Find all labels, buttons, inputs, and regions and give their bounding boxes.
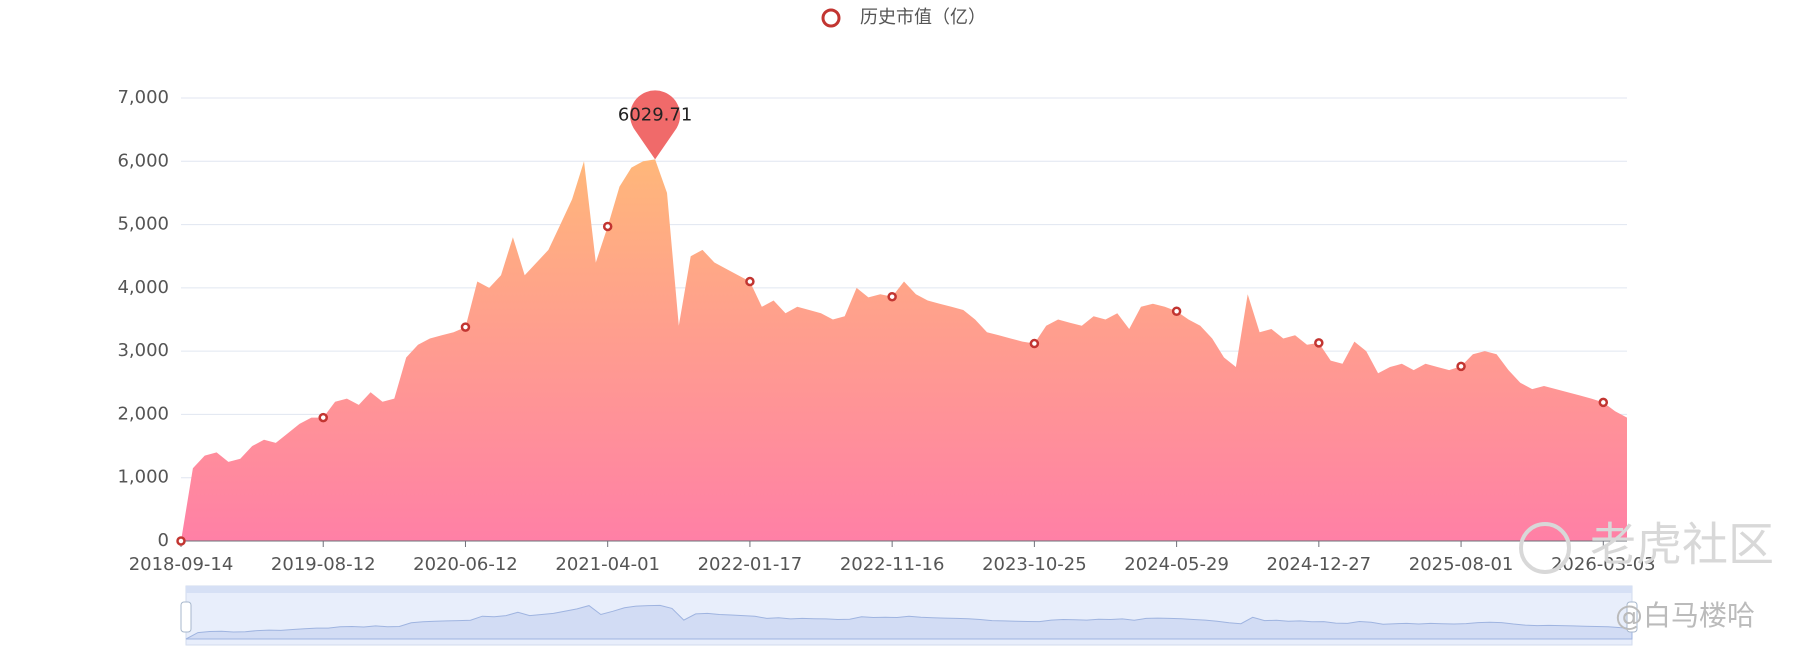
marker: [1598, 397, 1609, 408]
y-tick-label: 7,000: [117, 87, 169, 108]
x-tick-label: 2024-12-27: [1267, 554, 1372, 575]
zoom-handle[interactable]: [180, 601, 192, 633]
y-tick-label: 6,000: [117, 150, 169, 171]
marker: [1456, 361, 1466, 372]
zoom-handle[interactable]: [1626, 601, 1638, 633]
marker: [318, 412, 328, 423]
marker: [176, 536, 186, 546]
watermark: @白马楼哈: [1615, 599, 1755, 632]
legend[interactable]: 历史市值（亿）: [821, 7, 986, 28]
x-tick-label: 2022-01-17: [698, 554, 803, 575]
x-tick-label: 2022-11-16: [840, 554, 945, 575]
marker: [745, 276, 755, 287]
zoom-area: [185, 604, 1633, 640]
x-tick-label: 2020-06-12: [413, 554, 518, 575]
x-tick-label: 2021-04-01: [555, 554, 660, 575]
x-tick-label: 2026-03-03: [1551, 554, 1656, 575]
x-tick-label: 2018-09-14: [129, 554, 234, 575]
mark-pin: [630, 90, 681, 160]
area: [181, 159, 1627, 541]
y-tick-label: 0: [158, 530, 169, 551]
x-tick-label: 2025-08-01: [1409, 554, 1514, 575]
marker: [602, 221, 613, 232]
legend-label: 历史市值（亿）: [860, 7, 986, 28]
watermark: 老虎社区: [1590, 518, 1774, 572]
y-tick-label: 5,000: [117, 214, 169, 235]
marker: [1029, 338, 1040, 349]
zoom-bar: [186, 586, 1632, 593]
watermark-icon: [1519, 522, 1571, 574]
mark-label: 6029.71: [618, 104, 692, 125]
marker: [1314, 338, 1324, 348]
legend-symbol: [821, 8, 841, 28]
x-tick-label: 2019-08-12: [271, 554, 376, 575]
y-tick-label: 1,000: [117, 467, 169, 488]
marker: [1171, 306, 1182, 317]
x-tick-label: 2023-10-25: [982, 554, 1087, 575]
y-tick-label: 3,000: [117, 340, 169, 361]
x-tick-label: 2024-05-29: [1124, 554, 1229, 575]
y-tick-label: 4,000: [117, 277, 169, 298]
y-tick-label: 2,000: [117, 403, 169, 424]
marker: [460, 322, 471, 332]
marker: [887, 291, 897, 302]
